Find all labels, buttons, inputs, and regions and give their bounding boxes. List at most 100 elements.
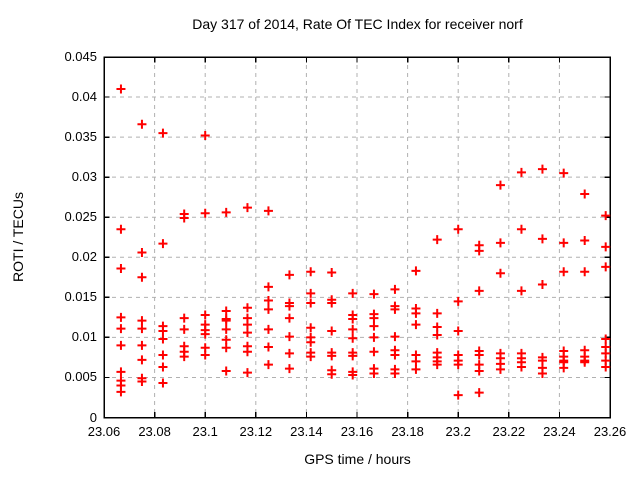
x-axis-title: GPS time / hours (304, 451, 411, 467)
data-point-marker (327, 326, 337, 336)
data-point-marker (432, 330, 442, 340)
data-point-marker (116, 84, 126, 94)
data-point-marker (411, 266, 421, 276)
data-point-marker (453, 326, 463, 336)
data-point-marker (516, 167, 526, 177)
data-point-marker (411, 364, 421, 374)
data-point-marker (242, 368, 252, 378)
data-point-marker (137, 316, 147, 326)
data-point-marker (284, 270, 294, 280)
data-point-marker (284, 332, 294, 342)
y-tick-label: 0.02 (71, 249, 97, 265)
data-point-marker (348, 314, 358, 324)
data-point-marker (369, 368, 379, 378)
y-tick-label: 0 (89, 409, 97, 425)
x-tick-label: 23.06 (87, 424, 121, 439)
data-point-marker (242, 328, 252, 338)
data-point-marker (411, 356, 421, 366)
data-point-marker (348, 370, 358, 380)
data-point-marker (263, 324, 273, 334)
data-point-marker (263, 360, 273, 370)
chart-title: Day 317 of 2014, Rate Of TEC Index for r… (192, 16, 523, 32)
data-point-marker (221, 207, 231, 217)
data-point-marker (221, 306, 231, 316)
data-point-marker (158, 334, 168, 344)
data-point-marker (601, 262, 611, 272)
y-tick-label: 0.03 (71, 169, 97, 185)
data-point-marker (200, 131, 210, 141)
data-point-marker (601, 211, 611, 221)
data-point-marker (158, 239, 168, 249)
data-point-marker (495, 268, 505, 278)
data-point-marker (601, 242, 611, 252)
data-point-marker (242, 320, 252, 330)
data-point-marker (390, 350, 400, 360)
data-point-marker (432, 360, 442, 370)
data-point-marker (537, 234, 547, 244)
data-point-marker (221, 324, 231, 334)
data-point-marker (369, 347, 379, 357)
data-point-marker (516, 224, 526, 234)
data-point-marker (348, 324, 358, 334)
data-point-marker (137, 324, 147, 334)
y-axis-title: ROTI / TECUs (10, 192, 26, 282)
data-point-marker (537, 164, 547, 174)
data-point-marker (369, 313, 379, 323)
x-tick-label: 23.2 (445, 424, 471, 439)
data-point-marker (116, 367, 126, 377)
data-point-marker (221, 335, 231, 345)
data-point-marker (580, 189, 590, 199)
x-tick-label: 23.1 (192, 424, 218, 439)
data-point-marker (200, 310, 210, 320)
data-point-marker (137, 247, 147, 257)
data-point-marker (390, 304, 400, 314)
data-point-marker (327, 351, 337, 361)
y-tick-label: 0.04 (71, 89, 97, 105)
data-point-marker (327, 267, 337, 277)
x-tick-label: 23.18 (391, 424, 424, 439)
data-point-marker (200, 350, 210, 360)
data-point-marker (306, 288, 316, 298)
data-point-marker (306, 267, 316, 277)
data-point-marker (158, 350, 168, 360)
data-point-marker (559, 238, 569, 248)
x-tick-label: 23.12 (239, 424, 273, 439)
data-point-marker (221, 343, 231, 353)
x-tick-label: 23.08 (138, 424, 171, 439)
data-point-marker (306, 352, 316, 362)
data-point-marker (158, 378, 168, 388)
data-point-marker (242, 347, 252, 357)
data-point-marker (116, 224, 126, 234)
data-point-marker (137, 119, 147, 129)
data-point-marker (537, 280, 547, 290)
data-point-marker (116, 263, 126, 273)
data-point-marker (116, 340, 126, 350)
data-point-marker (242, 303, 252, 313)
data-point-marker (516, 286, 526, 296)
data-point-marker (580, 235, 590, 245)
data-point-marker (390, 284, 400, 294)
data-point-marker (537, 368, 547, 378)
data-point-marker (601, 334, 611, 344)
data-point-marker (284, 313, 294, 323)
x-tick-label: 23.26 (593, 424, 627, 439)
data-point-marker (580, 357, 590, 367)
data-point-marker (242, 203, 252, 213)
data-point-marker (284, 348, 294, 358)
data-point-marker (474, 350, 484, 360)
data-point-marker (453, 296, 463, 306)
data-point-marker (453, 390, 463, 400)
data-point-marker (348, 288, 358, 298)
data-point-marker (137, 272, 147, 282)
data-point-marker (158, 362, 168, 372)
data-point-marker (327, 369, 337, 379)
data-point-marker (474, 388, 484, 398)
data-point-marker (137, 340, 147, 350)
data-point-marker (158, 128, 168, 138)
data-point-marker (284, 301, 294, 311)
data-point-marker (516, 362, 526, 372)
data-point-marker (137, 376, 147, 386)
data-point-marker (369, 289, 379, 299)
data-point-marker (559, 363, 569, 373)
x-tick-label: 23.24 (543, 424, 576, 439)
